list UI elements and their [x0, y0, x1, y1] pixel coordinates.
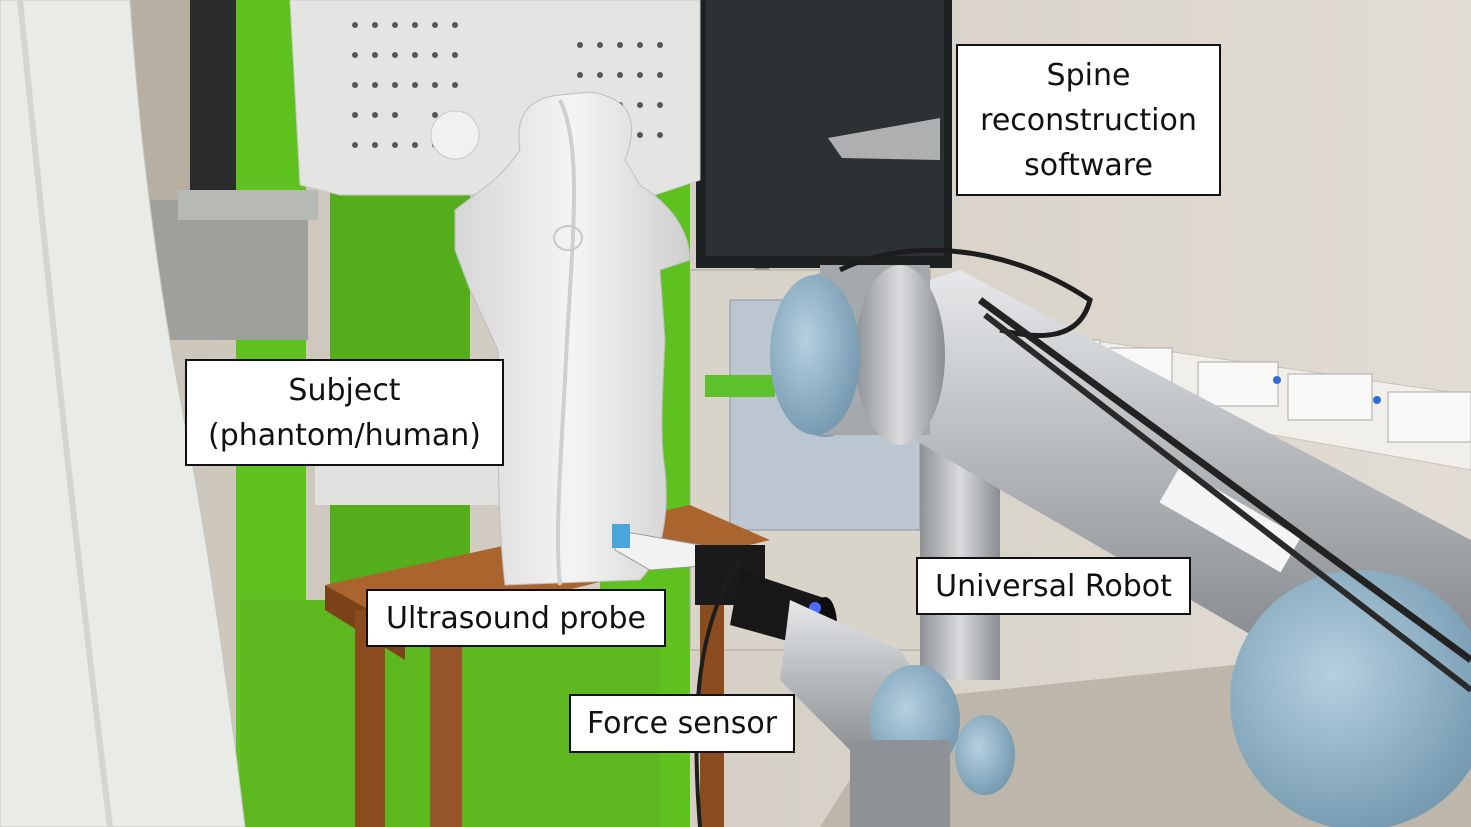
spine-software-label: Spine reconstruction software [956, 44, 1221, 196]
phantom-torso-icon [454, 91, 691, 586]
subject-label-line-2: (phantom/human) [208, 417, 481, 453]
force-sensor-label: Force sensor [569, 694, 795, 753]
universal-robot-label: Universal Robot [916, 557, 1191, 615]
universal-robot-label-text: Universal Robot [935, 568, 1172, 604]
spine-label-line-2: reconstruction [980, 102, 1197, 138]
subject-label: Subject (phantom/human) [185, 359, 504, 466]
spine-label-line-3: software [1024, 147, 1153, 183]
force-sensor-label-text: Force sensor [586, 706, 778, 741]
ultrasound-probe [612, 524, 716, 571]
spine-label-line-1: Spine [1046, 57, 1131, 93]
ultrasound-probe-label: Ultrasound probe [366, 589, 666, 647]
ultrasound-probe-label-text: Ultrasound probe [386, 600, 646, 636]
subject-label-line-1: Subject [288, 372, 401, 408]
monitor-icon [696, 0, 952, 308]
